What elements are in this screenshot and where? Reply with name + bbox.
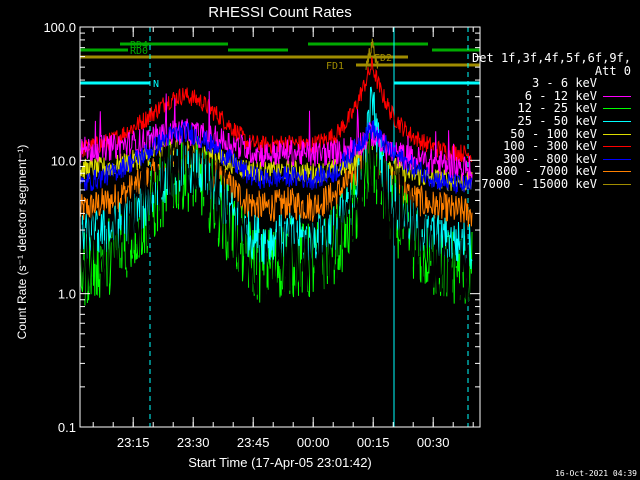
state-label-fd2: FD2: [374, 53, 392, 64]
legend-header-line-1: Det 1f,3f,4f,5f,6f,9f,: [472, 51, 631, 65]
legend-label: 12 - 25 keV: [517, 101, 597, 116]
series-3-6-kev: [79, 113, 473, 324]
legend-entries: 3 - 6 keV 6 - 12 keV 12 - 25 keV 25 - 50 ke…: [441, 77, 631, 190]
legend-entry-12-25-kev: 12 - 25 keV: [441, 102, 631, 115]
legend-entry-6-12-kev: 6 - 12 keV: [441, 88, 631, 103]
legend-entry-25-50-kev: 25 - 50 keV: [441, 115, 631, 128]
x-tick-label: 00:30: [417, 435, 450, 450]
legend: Det 1f,3f,4f,5f,6f,9f, Att 0 3 - 6 keV 6 …: [441, 52, 631, 191]
legend-swatch: [603, 158, 631, 160]
legend-header-line-2: Att 0: [594, 63, 631, 78]
series-300-800-kev: [79, 120, 473, 194]
legend-label: 3 - 6 keV: [531, 76, 597, 91]
state-label-rd4: RD4: [130, 40, 148, 51]
y-tick-label: 100.0: [43, 20, 76, 35]
legend-entry-800-7000-kev: 800 - 7000 keV: [441, 165, 631, 178]
state-label-rd0: RD0: [130, 46, 148, 57]
x-tick-label: 23:15: [117, 435, 150, 450]
axis-ticks: 100.0 10.0 1.0 0.1 23:15 23:30 23:45 00:00 00:15…: [43, 20, 480, 450]
series-lines: [79, 38, 473, 324]
legend-entry-50-100-kev: 50 - 100 keV: [441, 126, 631, 141]
legend-label: 7000 - 15000 keV: [481, 176, 597, 191]
legend-label: 800 - 7000 keV: [495, 164, 597, 179]
y-tick-label: 1.0: [58, 287, 76, 302]
legend-label: 25 - 50 keV: [517, 113, 597, 128]
legend-label: 100 - 300 keV: [503, 139, 597, 154]
x-axis-label: Start Time (17-Apr-05 23:01:42): [188, 455, 372, 470]
legend-swatch: [603, 120, 631, 122]
legend-swatch: [603, 183, 631, 185]
legend-swatch: [603, 83, 631, 85]
legend-entry-7000-15000-kev: 7000 - 15000 keV: [441, 178, 631, 191]
timestamp: 16-Oct-2021 04:39: [555, 469, 637, 478]
legend-entry-3-6-kev: 3 - 6 keV: [441, 77, 631, 90]
legend-label: 50 - 100 keV: [510, 126, 597, 141]
y-axis-label: Count Rate (s⁻¹ detector segment⁻¹): [15, 145, 29, 340]
legend-label: 300 - 800 keV: [503, 151, 597, 166]
legend-swatch: [603, 108, 631, 110]
x-tick-label: 00:00: [297, 435, 330, 450]
legend-swatch: [603, 171, 631, 173]
y-tick-label: 0.1: [58, 420, 76, 435]
legend-swatch: [603, 133, 631, 135]
series-100-300-kev: [79, 57, 473, 164]
legend-entry-100-300-kev: 100 - 300 keV: [441, 140, 631, 153]
x-tick-label: 23:45: [237, 435, 270, 450]
x-tick-label: 23:30: [177, 435, 210, 450]
y-tick-label: 10.0: [51, 153, 76, 168]
legend-swatch: [603, 146, 631, 148]
state-label-n: N: [153, 79, 159, 90]
legend-label: 6 - 12 keV: [524, 88, 597, 103]
series-7000-15000-kev: [365, 38, 379, 70]
legend-entry-300-800-kev: 300 - 800 keV: [441, 151, 631, 166]
plot-frame: [79, 26, 481, 428]
x-tick-label: 00:15: [357, 435, 390, 450]
legend-swatch: [603, 95, 631, 97]
chart-title: RHESSI Count Rates: [208, 4, 351, 21]
state-label-fd1: FD1: [326, 61, 344, 72]
